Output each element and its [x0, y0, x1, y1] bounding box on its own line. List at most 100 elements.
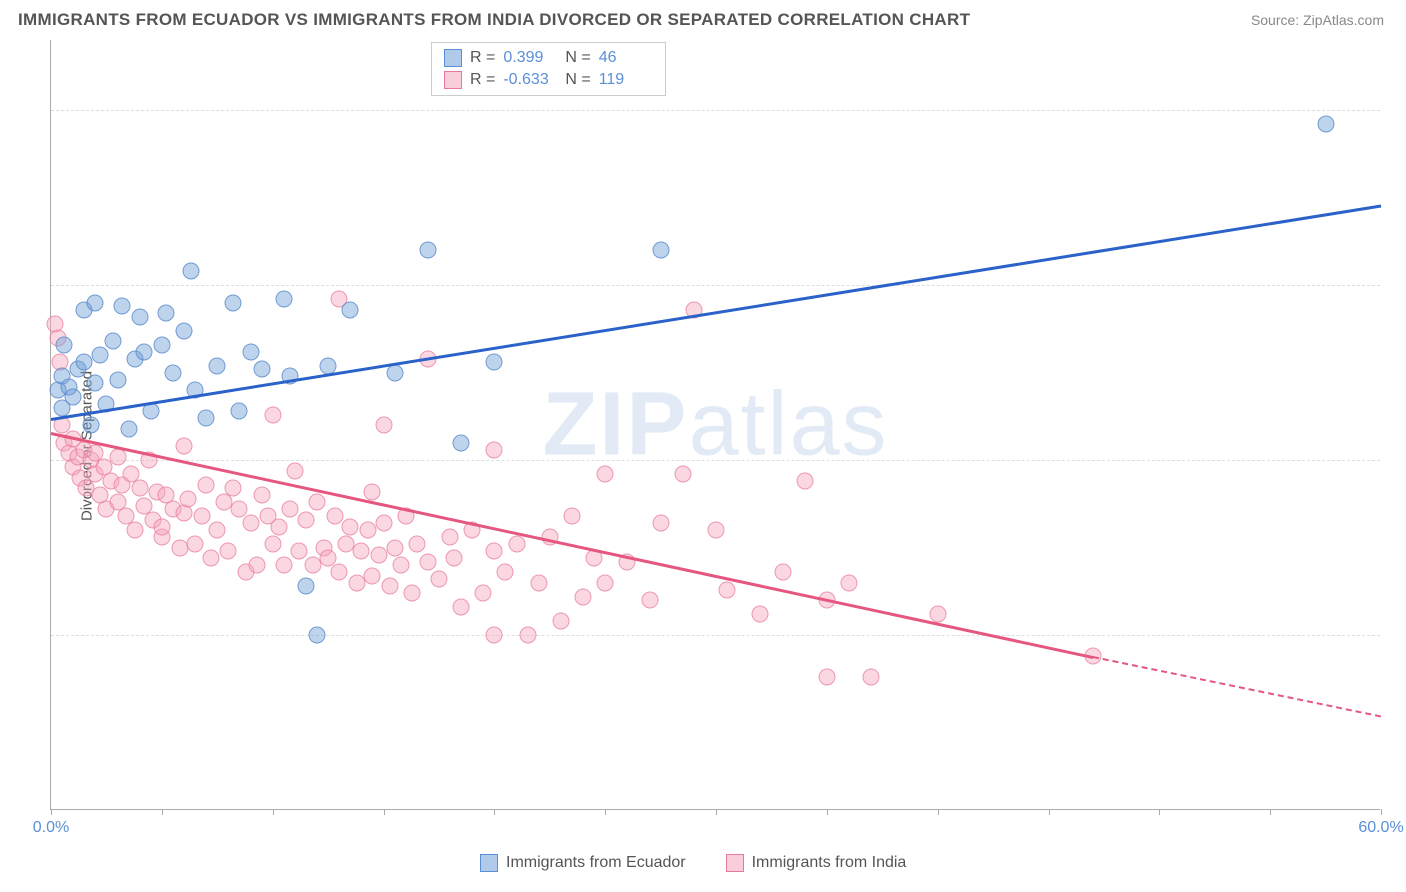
swatch-india-icon — [726, 854, 744, 872]
trendline-india — [51, 432, 1093, 658]
x-tick-mark — [162, 809, 163, 815]
data-point-india — [508, 536, 525, 553]
gridline — [51, 110, 1380, 111]
data-point-india — [176, 438, 193, 455]
data-point-india — [929, 606, 946, 623]
data-point-india — [291, 543, 308, 560]
data-point-india — [393, 557, 410, 574]
data-point-india — [202, 550, 219, 567]
r-label: R = — [470, 47, 495, 69]
data-point-india — [597, 466, 614, 483]
data-point-india — [242, 515, 259, 532]
data-point-india — [348, 574, 365, 591]
data-point-india — [563, 508, 580, 525]
trendline-ecuador — [51, 205, 1381, 421]
data-point-india — [297, 511, 314, 528]
data-point-india — [430, 571, 447, 588]
data-point-ecuador — [120, 420, 137, 437]
data-point-ecuador — [65, 389, 82, 406]
r-value-india: -0.633 — [503, 69, 557, 91]
data-point-ecuador — [87, 294, 104, 311]
data-point-ecuador — [486, 354, 503, 371]
legend-label-ecuador: Immigrants from Ecuador — [506, 854, 686, 872]
data-point-india — [486, 543, 503, 560]
data-point-india — [353, 543, 370, 560]
data-point-india — [326, 508, 343, 525]
data-point-india — [375, 417, 392, 434]
data-point-india — [752, 606, 769, 623]
gridline — [51, 635, 1380, 636]
data-point-india — [304, 557, 321, 574]
x-tick-mark — [384, 809, 385, 815]
data-point-ecuador — [158, 305, 175, 322]
x-tick-mark — [494, 809, 495, 815]
data-point-ecuador — [131, 308, 148, 325]
data-point-ecuador — [386, 364, 403, 381]
data-point-india — [674, 466, 691, 483]
x-tick-mark — [1381, 809, 1382, 815]
data-point-ecuador — [342, 301, 359, 318]
data-point-india — [359, 522, 376, 539]
legend-item-ecuador: Immigrants from Ecuador — [480, 854, 686, 872]
gridline — [51, 285, 1380, 286]
data-point-india — [275, 557, 292, 574]
data-point-india — [193, 508, 210, 525]
data-point-ecuador — [198, 410, 215, 427]
data-point-india — [475, 585, 492, 602]
plot-region: ZIPatlas R = 0.399 N = 46 R = -0.633 N =… — [50, 40, 1380, 810]
x-tick-mark — [1159, 809, 1160, 815]
data-point-ecuador — [76, 354, 93, 371]
legend-label-india: Immigrants from India — [752, 854, 907, 872]
data-point-india — [453, 599, 470, 616]
x-tick-mark — [827, 809, 828, 815]
data-point-ecuador — [105, 333, 122, 350]
y-tick-label: 15.0% — [1390, 276, 1406, 294]
data-point-ecuador — [56, 336, 73, 353]
trendline-india-extrapolated — [1093, 656, 1382, 717]
data-point-india — [774, 564, 791, 581]
data-point-ecuador — [224, 294, 241, 311]
data-point-ecuador — [164, 364, 181, 381]
data-point-india — [371, 546, 388, 563]
watermark-atlas: atlas — [688, 374, 888, 474]
data-point-ecuador — [109, 371, 126, 388]
data-point-india — [127, 522, 144, 539]
data-point-india — [641, 592, 658, 609]
data-point-india — [382, 578, 399, 595]
data-point-india — [486, 441, 503, 458]
x-tick-mark — [938, 809, 939, 815]
data-point-ecuador — [1317, 116, 1334, 133]
data-point-ecuador — [231, 403, 248, 420]
data-point-ecuador — [136, 343, 153, 360]
data-point-india — [249, 557, 266, 574]
y-tick-label: 20.0% — [1390, 101, 1406, 119]
data-point-india — [652, 515, 669, 532]
data-point-india — [109, 448, 126, 465]
data-point-india — [497, 564, 514, 581]
data-point-india — [386, 539, 403, 556]
data-point-india — [331, 564, 348, 581]
data-point-ecuador — [275, 291, 292, 308]
data-point-india — [187, 536, 204, 553]
data-point-ecuador — [652, 242, 669, 259]
y-tick-label: 5.0% — [1390, 626, 1406, 644]
data-point-india — [364, 483, 381, 500]
r-label: R = — [470, 69, 495, 91]
n-value-india: 119 — [599, 69, 653, 91]
data-point-ecuador — [182, 263, 199, 280]
data-point-india — [442, 529, 459, 546]
watermark-zip: ZIP — [542, 374, 688, 474]
data-point-india — [209, 522, 226, 539]
data-point-india — [863, 669, 880, 686]
data-point-ecuador — [297, 578, 314, 595]
data-point-india — [224, 480, 241, 497]
data-point-india — [342, 518, 359, 535]
stats-row-india: R = -0.633 N = 119 — [444, 69, 653, 91]
n-label: N = — [565, 47, 590, 69]
x-tick-mark — [273, 809, 274, 815]
data-point-ecuador — [153, 336, 170, 353]
source-attribution: Source: ZipAtlas.com — [1251, 12, 1384, 28]
swatch-ecuador-icon — [444, 49, 462, 67]
data-point-india — [271, 518, 288, 535]
data-point-ecuador — [82, 417, 99, 434]
